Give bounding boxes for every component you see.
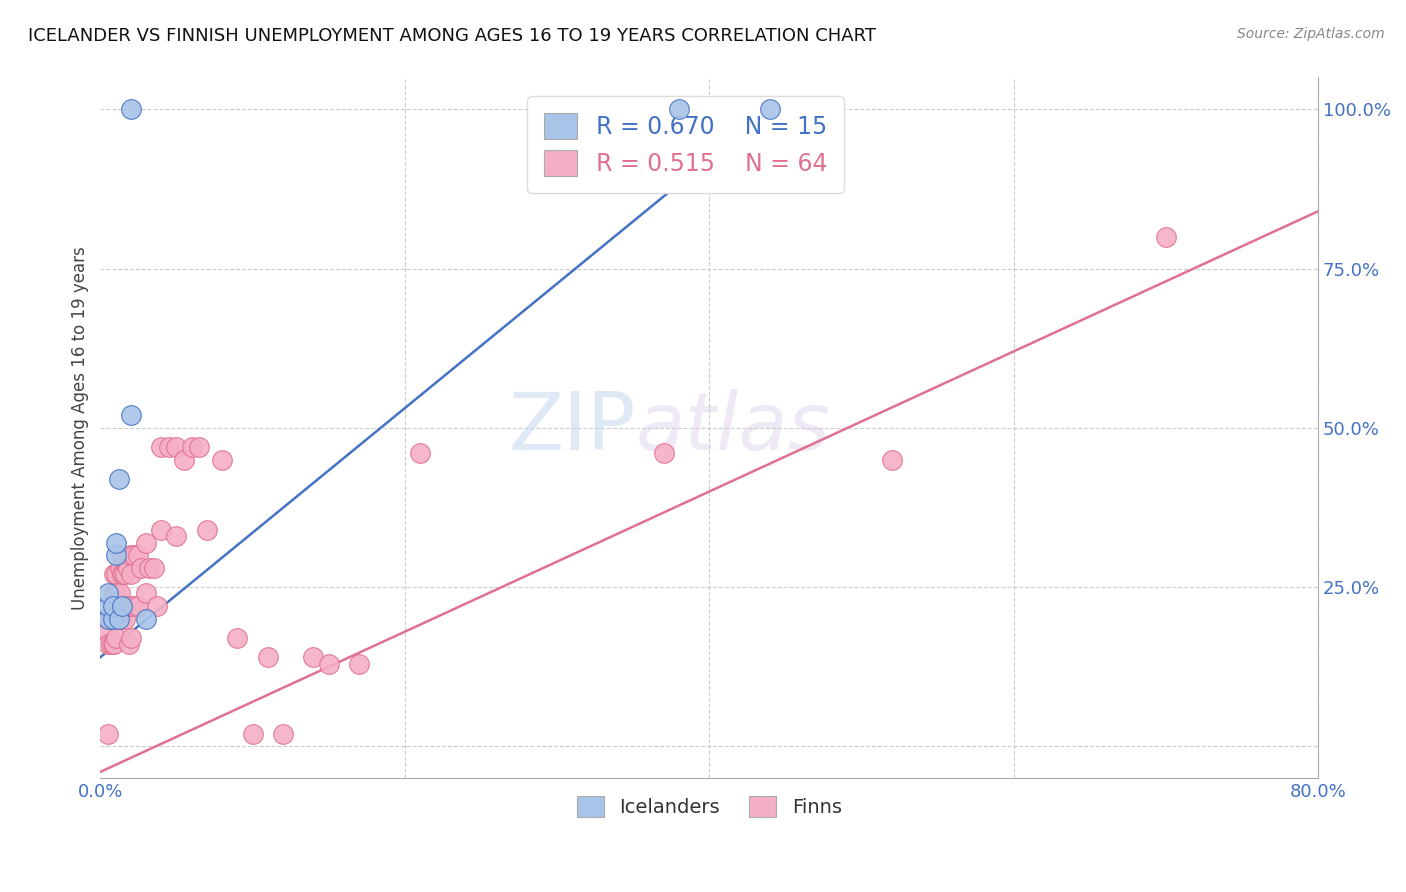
Point <box>668 103 690 117</box>
Point <box>101 599 124 614</box>
Point <box>100 612 122 626</box>
Point <box>211 452 233 467</box>
Point <box>118 599 141 614</box>
Point <box>150 523 173 537</box>
Point <box>347 657 370 671</box>
Point <box>302 650 325 665</box>
Point <box>138 561 160 575</box>
Point <box>120 408 142 422</box>
Point <box>166 440 188 454</box>
Point <box>173 452 195 467</box>
Text: ICELANDER VS FINNISH UNEMPLOYMENT AMONG AGES 16 TO 19 YEARS CORRELATION CHART: ICELANDER VS FINNISH UNEMPLOYMENT AMONG … <box>28 27 876 45</box>
Point <box>135 612 157 626</box>
Point <box>127 548 149 562</box>
Point <box>135 535 157 549</box>
Point <box>111 567 134 582</box>
Point <box>112 567 135 582</box>
Point <box>107 472 129 486</box>
Point <box>101 637 124 651</box>
Point <box>107 612 129 626</box>
Point <box>101 612 124 626</box>
Point <box>122 548 145 562</box>
Point <box>409 446 432 460</box>
Point <box>118 637 141 651</box>
Point <box>150 440 173 454</box>
Point <box>108 612 131 626</box>
Point <box>114 567 136 582</box>
Point <box>157 440 180 454</box>
Point <box>97 624 120 639</box>
Point <box>97 612 120 626</box>
Point <box>97 637 120 651</box>
Point <box>122 599 145 614</box>
Point <box>111 599 134 614</box>
Point <box>114 612 136 626</box>
Text: atlas: atlas <box>636 389 831 467</box>
Point <box>103 586 125 600</box>
Point <box>104 535 127 549</box>
Point <box>131 561 153 575</box>
Point <box>104 567 127 582</box>
Point <box>759 103 782 117</box>
Point <box>108 561 131 575</box>
Point <box>108 586 131 600</box>
Point <box>120 631 142 645</box>
Point <box>318 657 340 671</box>
Point <box>166 529 188 543</box>
Point <box>271 726 294 740</box>
Point <box>97 726 120 740</box>
Point <box>180 440 202 454</box>
Y-axis label: Unemployment Among Ages 16 to 19 years: Unemployment Among Ages 16 to 19 years <box>72 246 89 610</box>
Point <box>104 586 127 600</box>
Point <box>652 446 675 460</box>
Point <box>195 523 218 537</box>
Text: ZIP: ZIP <box>509 389 636 467</box>
Point <box>145 599 167 614</box>
Point <box>135 586 157 600</box>
Point <box>117 599 139 614</box>
Point <box>97 599 120 614</box>
Point <box>188 440 211 454</box>
Legend: Icelanders, Finns: Icelanders, Finns <box>569 788 849 824</box>
Point <box>120 567 142 582</box>
Point <box>120 103 142 117</box>
Point <box>104 631 127 645</box>
Point <box>103 637 125 651</box>
Point <box>127 599 149 614</box>
Point <box>111 612 134 626</box>
Point <box>111 548 134 562</box>
Point <box>120 548 142 562</box>
Point <box>101 599 124 614</box>
Point <box>880 452 903 467</box>
Text: Source: ZipAtlas.com: Source: ZipAtlas.com <box>1237 27 1385 41</box>
Point <box>256 650 278 665</box>
Point <box>97 586 120 600</box>
Point <box>101 612 124 626</box>
Point <box>142 561 165 575</box>
Point <box>117 561 139 575</box>
Point <box>103 599 125 614</box>
Point <box>1154 229 1177 244</box>
Point <box>242 726 264 740</box>
Point <box>97 612 120 626</box>
Point <box>103 567 125 582</box>
Point <box>104 548 127 562</box>
Point <box>226 631 249 645</box>
Point <box>104 612 127 626</box>
Point <box>100 637 122 651</box>
